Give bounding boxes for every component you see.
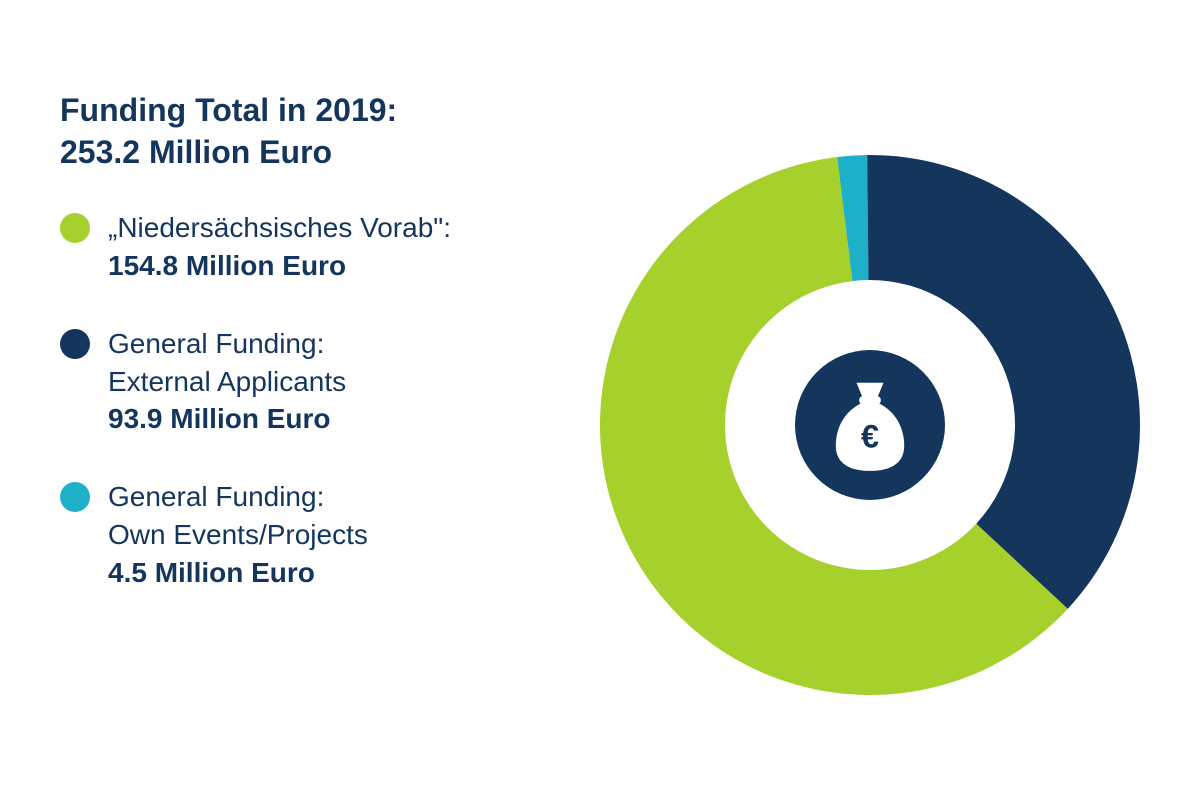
legend-value-vorab: 154.8 Million Euro [108,247,451,285]
legend-item-external: General Funding: External Applicants 93.… [60,325,560,438]
money-bag-icon: € [825,375,915,475]
title-line-1: Funding Total in 2019: [60,92,397,128]
title-line-2: 253.2 Million Euro [60,134,332,170]
legend-dot-own [60,482,90,512]
legend-label2-external: External Applicants [108,366,346,397]
legend-item-own: General Funding: Own Events/Projects 4.5… [60,478,560,591]
legend-item-vorab: „Niedersächsisches Vorab": 154.8 Million… [60,209,560,285]
legend-value-own: 4.5 Million Euro [108,554,368,592]
legend-text-external: General Funding: External Applicants 93.… [108,325,346,438]
legend-value-external: 93.9 Million Euro [108,400,346,438]
legend-label1-external: General Funding: [108,328,324,359]
legend-panel: Funding Total in 2019: 253.2 Million Eur… [60,90,580,760]
legend-text-own: General Funding: Own Events/Projects 4.5… [108,478,368,591]
legend-text-vorab: „Niedersächsisches Vorab": 154.8 Million… [108,209,451,285]
chart-panel: € [580,90,1160,760]
donut-chart: € [600,155,1140,695]
chart-title: Funding Total in 2019: 253.2 Million Eur… [60,90,560,173]
legend-label2-own: Own Events/Projects [108,519,368,550]
legend-label-vorab: „Niedersächsisches Vorab": [108,212,451,243]
svg-text:€: € [861,419,879,455]
legend-label1-own: General Funding: [108,481,324,512]
donut-center-circle: € [795,350,945,500]
legend-dot-vorab [60,213,90,243]
legend-dot-external [60,329,90,359]
